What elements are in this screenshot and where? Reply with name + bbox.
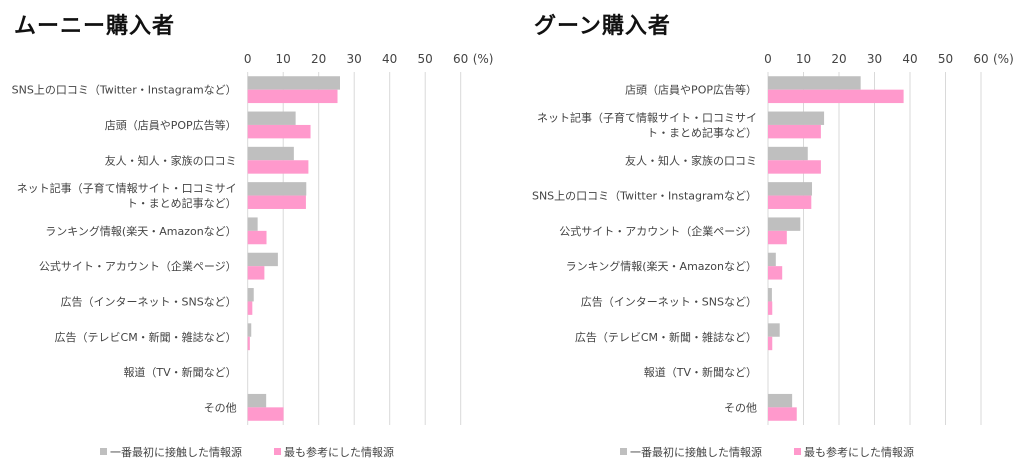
category-label: 店頭（店員やPOP広告等） bbox=[625, 83, 757, 97]
category-label: 公式サイト・アカウント（企業ページ） bbox=[39, 259, 237, 273]
legend-label: 最も参考にした情報源 bbox=[284, 445, 394, 459]
bar-first-contact bbox=[247, 111, 296, 125]
bar-most-referenced bbox=[768, 89, 904, 104]
bar-first-contact bbox=[768, 288, 772, 302]
legend-label: 最も参考にした情報源 bbox=[804, 445, 914, 459]
bar-most-referenced bbox=[247, 89, 338, 104]
bar-first-contact bbox=[247, 146, 294, 161]
legend-label: 一番最初に接触した情報源 bbox=[110, 445, 242, 459]
bar-most-referenced bbox=[768, 160, 821, 174]
bar-first-contact bbox=[768, 182, 813, 196]
category-label: ランキング情報(楽天・Amazonなど） bbox=[566, 259, 757, 273]
bar-most-referenced bbox=[247, 336, 250, 351]
unit-label: (%) bbox=[473, 52, 494, 66]
legend-swatch bbox=[794, 448, 801, 455]
bar-most-referenced bbox=[768, 124, 821, 139]
bar-first-contact bbox=[768, 76, 861, 90]
bar-first-contact bbox=[247, 76, 340, 90]
bar-first-contact bbox=[247, 252, 278, 267]
bar-most-referenced bbox=[768, 266, 783, 280]
bar-most-referenced bbox=[247, 230, 267, 245]
tick-label: 60 bbox=[453, 52, 468, 66]
tick-label: 30 bbox=[347, 52, 362, 66]
bar-first-contact bbox=[768, 217, 801, 231]
bar-first-contact bbox=[768, 393, 793, 408]
tick-label: 50 bbox=[938, 52, 953, 66]
bar-most-referenced bbox=[247, 407, 284, 421]
legend-swatch bbox=[620, 448, 627, 455]
bar-first-contact bbox=[768, 111, 825, 125]
tick-label: 10 bbox=[276, 52, 291, 66]
tick-label: 0 bbox=[764, 52, 772, 66]
chart-title-moony: ムーニー購入者 bbox=[14, 14, 176, 39]
tick-label: 0 bbox=[244, 52, 252, 66]
category-label: 店頭（店員やPOP広告等） bbox=[105, 118, 237, 132]
category-label: 広告（インターネット・SNSなど） bbox=[60, 295, 236, 308]
category-label: 広告（テレビCM・新聞・雑誌など） bbox=[55, 330, 237, 344]
chart-goon: 0 10 20 30 40 50 60 (%) 店頭（店員やPOP広告等） ネット記事（子育て情報… bbox=[532, 52, 1014, 459]
tick-label: 50 bbox=[418, 52, 433, 66]
category-label: 報道（TV・新聞など） bbox=[123, 365, 236, 379]
category-label: ト・まとめ記事など） bbox=[127, 196, 237, 210]
bar-most-referenced bbox=[247, 124, 311, 139]
legend-swatch bbox=[274, 448, 281, 455]
bar-most-referenced bbox=[768, 301, 773, 315]
bar-first-contact bbox=[247, 217, 258, 231]
bar-first-contact bbox=[247, 323, 252, 337]
category-label: 友人・知人・家族の口コミ bbox=[105, 153, 237, 167]
bar-most-referenced bbox=[768, 336, 773, 351]
bar-most-referenced bbox=[768, 230, 787, 245]
category-label: 広告（テレビCM・新聞・雑誌など） bbox=[575, 330, 757, 344]
tick-label: 40 bbox=[382, 52, 397, 66]
bar-first-contact bbox=[247, 288, 254, 302]
bar-first-contact bbox=[768, 323, 780, 337]
category-label: その他 bbox=[724, 401, 757, 414]
bar-most-referenced bbox=[247, 301, 253, 315]
bar-most-referenced bbox=[247, 160, 309, 174]
category-label: その他 bbox=[204, 401, 237, 414]
category-label: 友人・知人・家族の口コミ bbox=[625, 153, 757, 167]
category-label: ト・まとめ記事など） bbox=[647, 125, 757, 139]
tick-label: 20 bbox=[311, 52, 326, 66]
bar-most-referenced bbox=[247, 266, 265, 280]
category-label: 広告（インターネット・SNSなど） bbox=[581, 295, 757, 308]
tick-label: 40 bbox=[902, 52, 917, 66]
category-label: ネット記事（子育て情報サイト・口コミサイ bbox=[537, 110, 757, 124]
category-label: 公式サイト・アカウント（企業ページ） bbox=[559, 224, 757, 238]
bar-first-contact bbox=[768, 146, 808, 161]
bar-first-contact bbox=[247, 393, 267, 408]
bar-first-contact bbox=[768, 252, 776, 267]
tick-label: 30 bbox=[867, 52, 882, 66]
legend-label: 一番最初に接触した情報源 bbox=[630, 445, 762, 459]
bar-most-referenced bbox=[768, 195, 812, 209]
bar-first-contact bbox=[247, 182, 307, 196]
category-label: 報道（TV・新聞など） bbox=[644, 365, 757, 379]
bar-most-referenced bbox=[247, 195, 306, 209]
category-label: ランキング情報(楽天・Amazonなど） bbox=[45, 224, 236, 238]
tick-label: 20 bbox=[831, 52, 846, 66]
category-label: SNS上の口コミ（Twitter・Instagramなど） bbox=[12, 84, 237, 97]
chart-moony: 0 10 20 30 40 50 60 (%) SNS上の口コミ（Twitter・Instagr… bbox=[12, 52, 494, 459]
category-label: SNS上の口コミ（Twitter・Instagramなど） bbox=[532, 190, 757, 203]
tick-label: 60 bbox=[973, 52, 988, 66]
bar-most-referenced bbox=[768, 407, 797, 421]
unit-label: (%) bbox=[993, 52, 1014, 66]
tick-label: 10 bbox=[796, 52, 811, 66]
category-label: ネット記事（子育て情報サイト・口コミサイ bbox=[17, 181, 237, 195]
legend-swatch bbox=[100, 448, 107, 455]
chart-title-goon: グーン購入者 bbox=[534, 14, 671, 39]
